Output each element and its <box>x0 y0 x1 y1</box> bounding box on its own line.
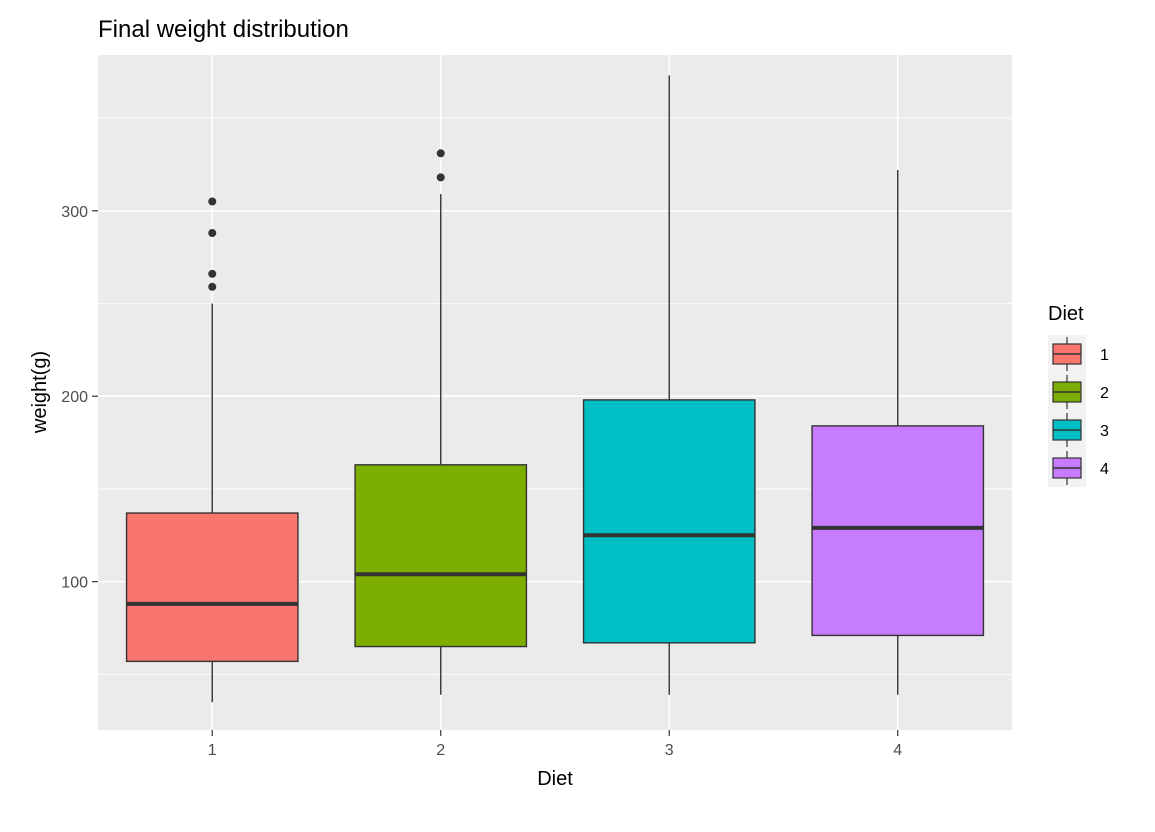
outlier-point <box>208 229 217 238</box>
outlier-point <box>208 269 217 278</box>
box-body <box>125 512 299 663</box>
outlier-point <box>208 282 217 291</box>
x-tick-label: 1 <box>208 742 217 759</box>
legend-title: Diet <box>1048 303 1084 325</box>
box-body <box>582 399 756 644</box>
legend-label: 4 <box>1100 461 1109 478</box>
outlier-point <box>208 197 217 206</box>
legend-entry-3: 3 <box>1048 411 1109 449</box>
x-axis: 1 2 3 4 <box>208 730 902 759</box>
chart-title: Final weight distribution <box>98 16 349 43</box>
x-tick-label: 4 <box>893 742 902 759</box>
y-axis-title: weight(g) <box>29 351 51 434</box>
legend: Diet 1 2 3 4 <box>1048 303 1109 487</box>
x-tick-label: 2 <box>436 742 445 759</box>
y-tick-label: 200 <box>61 389 88 406</box>
box-body <box>811 425 985 637</box>
x-axis-title: Diet <box>537 768 573 790</box>
y-tick-label: 300 <box>61 204 88 221</box>
y-axis: 100 200 300 <box>61 204 98 592</box>
outlier-point <box>436 173 445 182</box>
legend-entry-1: 1 <box>1048 335 1109 373</box>
x-tick-label: 3 <box>665 742 674 759</box>
outlier-point <box>436 149 445 158</box>
box-1 <box>125 197 299 703</box>
box-4 <box>811 169 985 695</box>
legend-keys: 1 2 3 4 <box>1048 335 1109 487</box>
legend-label: 1 <box>1100 347 1109 364</box>
box-body <box>354 464 528 648</box>
grid-minor <box>98 117 1012 675</box>
box-3 <box>582 75 756 695</box>
box-2 <box>354 149 528 695</box>
legend-label: 3 <box>1100 423 1109 440</box>
legend-label: 2 <box>1100 385 1109 402</box>
legend-entry-4: 4 <box>1048 449 1109 487</box>
boxes <box>125 75 985 703</box>
legend-entry-2: 2 <box>1048 373 1109 411</box>
y-tick-label: 100 <box>61 575 88 592</box>
